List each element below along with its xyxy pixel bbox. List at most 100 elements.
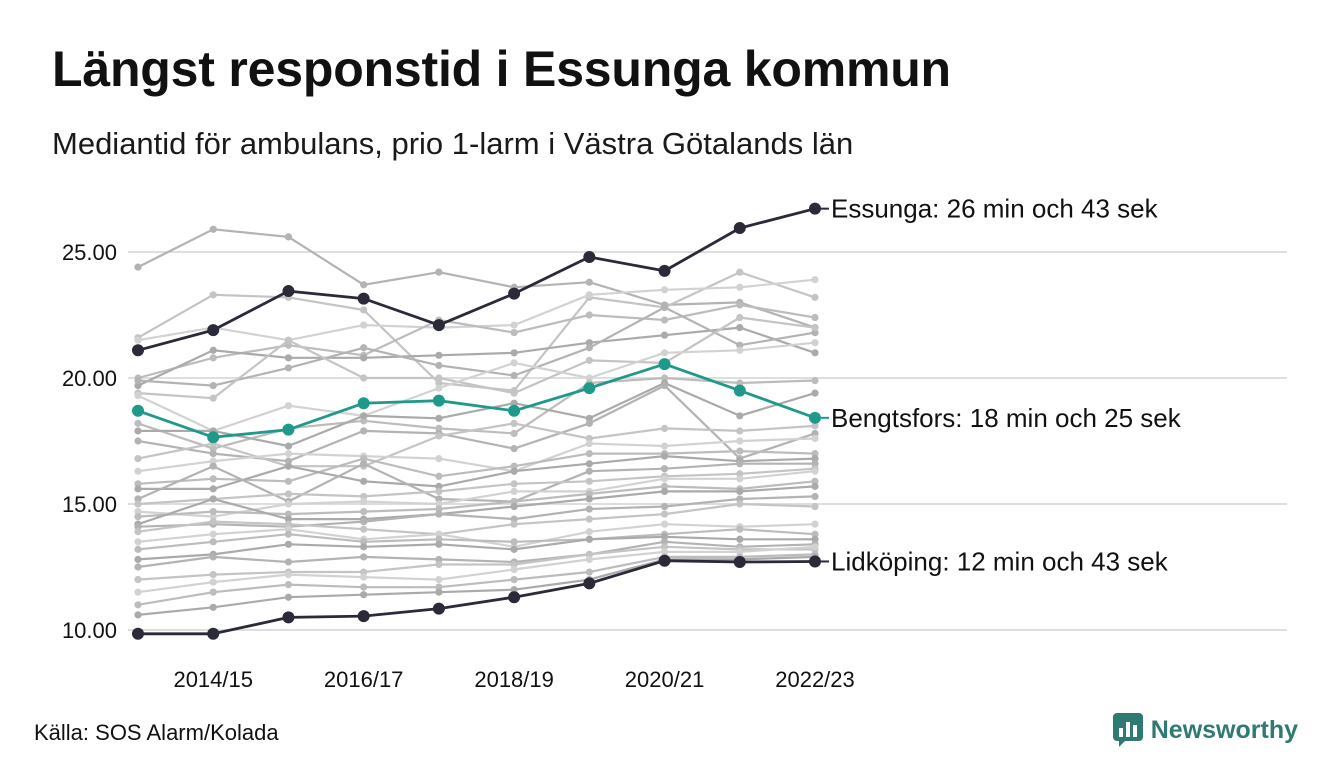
series-bengtsfors-point xyxy=(658,358,671,371)
background-series-point xyxy=(360,455,368,463)
background-series-point xyxy=(510,520,518,528)
background-series-point xyxy=(736,313,744,322)
series-essunga-point xyxy=(658,264,671,277)
background-series-point xyxy=(360,591,368,599)
background-series-point xyxy=(360,538,368,546)
background-series-point xyxy=(284,477,293,485)
series-essunga-point xyxy=(357,292,370,305)
background-series-point xyxy=(435,487,443,495)
series-bengtsfors-point xyxy=(733,384,746,397)
background-series-point xyxy=(811,477,819,485)
background-series-point xyxy=(134,480,142,488)
background-series-point xyxy=(736,548,744,556)
background-series-point xyxy=(736,525,744,533)
background-series-point xyxy=(510,538,518,546)
background-series-point xyxy=(134,563,142,571)
background-series-point xyxy=(360,525,368,533)
series-lidkping-point xyxy=(207,627,220,640)
background-series-line xyxy=(136,228,817,329)
background-series-point xyxy=(209,291,217,299)
background-series-line xyxy=(136,545,817,594)
background-series-point xyxy=(209,354,217,362)
background-series-point xyxy=(811,313,819,322)
background-series-point xyxy=(435,472,443,480)
background-series-point xyxy=(660,452,669,460)
x-tick-label: 2016/17 xyxy=(324,667,404,692)
background-series-point xyxy=(660,424,669,432)
background-series-point xyxy=(811,543,819,551)
background-series-point xyxy=(510,515,518,523)
background-series-point xyxy=(134,381,142,390)
background-series-point xyxy=(435,583,443,591)
background-series-point xyxy=(811,482,819,490)
background-series-point xyxy=(736,324,744,332)
brand-logo: Newsworthy xyxy=(1112,712,1298,748)
background-series-point xyxy=(134,538,142,546)
background-series-point xyxy=(284,540,293,548)
background-series-point xyxy=(510,389,518,397)
background-series-line xyxy=(136,455,817,490)
background-series-point xyxy=(811,530,819,538)
background-series-point xyxy=(209,538,217,546)
highlighted-series-layer: Essunga: 26 min och 43 sek Bengtsfors: 18… xyxy=(132,194,1182,640)
background-series-point xyxy=(510,487,518,495)
background-series-point xyxy=(284,500,293,508)
background-series-point xyxy=(736,437,744,445)
x-tick-label: 2020/21 xyxy=(625,667,705,692)
background-series-line xyxy=(136,502,817,536)
background-series-point xyxy=(134,263,142,271)
background-series-line xyxy=(136,303,817,380)
background-series-point xyxy=(209,450,217,458)
background-series-point xyxy=(660,374,669,382)
background-series-point xyxy=(209,444,217,453)
background-series-point xyxy=(435,495,443,503)
background-series-point xyxy=(585,311,593,319)
background-series-point xyxy=(660,465,669,473)
background-series-point xyxy=(360,417,368,425)
background-series-point xyxy=(284,515,293,523)
background-series-point xyxy=(510,429,518,438)
background-series-point xyxy=(811,455,819,463)
background-series-point xyxy=(284,457,293,465)
background-series-point xyxy=(435,424,443,432)
series-lidkping-point xyxy=(583,577,596,590)
background-series-point xyxy=(510,565,518,574)
background-series-point xyxy=(360,568,368,576)
background-series-point xyxy=(360,553,368,561)
background-series-point xyxy=(435,505,443,513)
background-series-point xyxy=(811,376,819,385)
background-series-point xyxy=(435,530,443,538)
background-series-point xyxy=(510,576,518,584)
series-essunga-point xyxy=(733,222,746,235)
series-lidkping-point xyxy=(432,602,445,615)
background-series-point xyxy=(284,510,293,518)
background-series-point xyxy=(660,475,669,483)
background-series-point xyxy=(134,523,142,531)
series-bengtsfors-point xyxy=(809,411,821,424)
background-series-point xyxy=(435,555,443,564)
background-series-point xyxy=(284,354,293,362)
series-label-essunga: Essunga: 26 min och 43 sek xyxy=(831,194,1159,224)
series-label-lidkping: Lidköping: 12 min och 43 sek xyxy=(831,546,1169,576)
series-essunga-point xyxy=(207,324,220,337)
background-series-point xyxy=(660,442,669,450)
background-series-point xyxy=(585,460,593,468)
background-series-point xyxy=(660,286,669,294)
background-series-point xyxy=(736,535,744,543)
background-series-point xyxy=(134,392,142,400)
background-series-line xyxy=(136,480,817,518)
background-series-point xyxy=(360,583,368,591)
background-series-point xyxy=(510,497,518,506)
background-series-line xyxy=(136,467,817,506)
background-series-point xyxy=(209,507,217,516)
background-series-point xyxy=(209,457,217,465)
background-series-point xyxy=(435,351,443,359)
background-series-point xyxy=(134,500,142,508)
series-bengtsfors-point xyxy=(282,423,295,436)
y-tick-label: 10.00 xyxy=(62,618,117,643)
background-series-point xyxy=(811,520,819,528)
background-series-point xyxy=(660,548,669,556)
background-series-point xyxy=(284,402,293,410)
background-series-point xyxy=(510,467,518,475)
brand-name: Newsworthy xyxy=(1150,715,1298,744)
